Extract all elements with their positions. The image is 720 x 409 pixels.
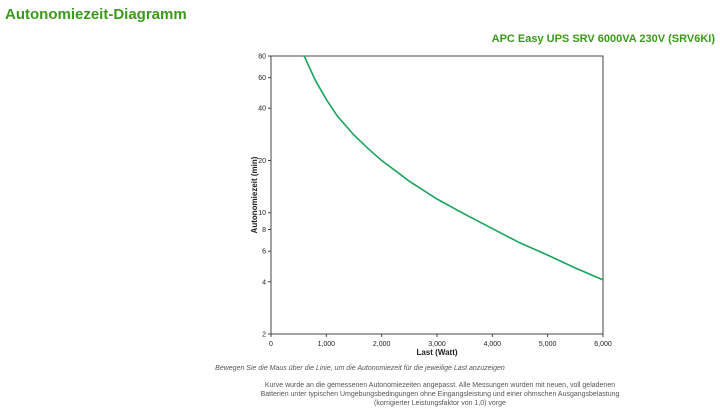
runtime-curve[interactable] bbox=[303, 55, 604, 281]
x-tick-label: 6,000 bbox=[594, 341, 612, 348]
x-tick-label: 3,000 bbox=[428, 341, 446, 348]
measurement-note: Kurve wurde an die gemessenen Autonomiez… bbox=[260, 382, 620, 407]
y-tick-label: 8 bbox=[262, 227, 266, 234]
x-tick-label: 5,000 bbox=[539, 341, 557, 348]
y-tick-label: 2 bbox=[262, 332, 266, 339]
y-axis-label: Autonomiezeit (min) bbox=[250, 156, 259, 233]
product-title: APC Easy UPS SRV 6000VA 230V (SRV6KI) bbox=[491, 33, 715, 45]
x-tick-label: 1,000 bbox=[318, 341, 336, 348]
x-tick-label: 0 bbox=[269, 341, 273, 348]
x-tick-label: 2,000 bbox=[373, 341, 391, 348]
x-axis-label: Last (Watt) bbox=[416, 348, 457, 357]
y-axis: 2 4 6 8 10 20 40 60 80 bbox=[258, 54, 271, 339]
y-tick-label: 60 bbox=[258, 75, 266, 82]
plot-area bbox=[270, 55, 604, 335]
hover-hint: Bewegen Sie die Maus über die Linie, um … bbox=[215, 365, 505, 372]
y-tick-label: 80 bbox=[258, 54, 266, 61]
page-title: Autonomiezeit-Diagramm bbox=[5, 6, 187, 23]
y-tick-label: 40 bbox=[258, 106, 266, 113]
x-axis: 0 1,000 2,000 3,000 4,000 5,000 6,000 bbox=[269, 334, 612, 348]
y-tick-label: 4 bbox=[262, 279, 266, 286]
y-tick-label: 20 bbox=[258, 158, 266, 165]
x-tick-label: 4,000 bbox=[484, 341, 502, 348]
y-tick-label: 6 bbox=[262, 249, 266, 256]
y-tick-label: 10 bbox=[258, 210, 266, 217]
